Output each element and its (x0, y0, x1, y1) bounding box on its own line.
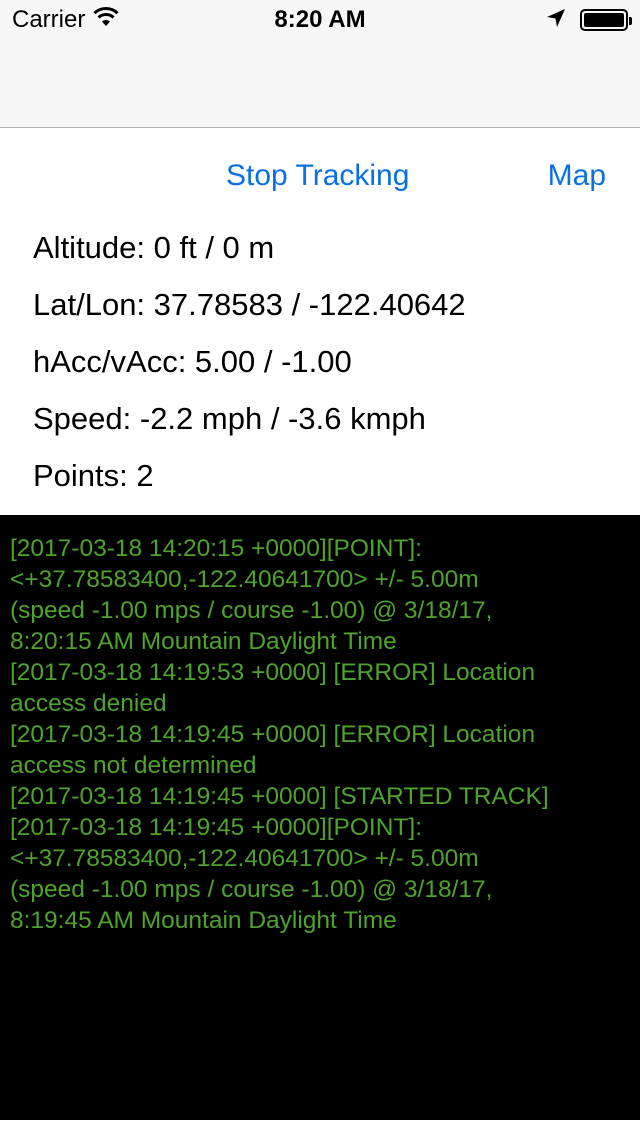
log-line: 8:19:45 AM Mountain Daylight Time (10, 907, 397, 934)
stop-tracking-button[interactable]: Stop Tracking (226, 159, 410, 192)
bottom-strip (0, 1120, 640, 1136)
carrier-label: Carrier (12, 6, 86, 33)
log-line: (speed -1.00 mps / course -1.00) @ 3/18/… (10, 597, 493, 624)
map-button[interactable]: Map (547, 159, 606, 192)
battery-icon (580, 9, 632, 31)
log-line: access not determined (10, 752, 257, 779)
log-line: [2017-03-18 14:19:53 +0000] [ERROR] Loca… (10, 659, 536, 686)
altitude-label: Altitude: 0 ft / 0 m (33, 230, 275, 265)
status-left: Carrier (12, 6, 119, 34)
wifi-icon (93, 6, 119, 34)
status-bar: Carrier 8:20 AM (0, 0, 640, 40)
log-line: <+37.78583400,-122.40641700> +/- 5.00m (10, 845, 479, 872)
log-line: <+37.78583400,-122.40641700> +/- 5.00m (10, 566, 479, 593)
log-view[interactable]: [2017-03-18 14:20:15 +0000][POINT]: <+37… (0, 515, 640, 1120)
log-line: [2017-03-18 14:19:45 +0000] [STARTED TRA… (10, 783, 549, 810)
log-line: [2017-03-18 14:19:45 +0000][POINT]: (10, 814, 423, 841)
action-row: Stop Tracking Map (0, 148, 640, 204)
status-time: 8:20 AM (274, 6, 366, 33)
log-line: 8:20:15 AM Mountain Daylight Time (10, 628, 397, 655)
log-line: (speed -1.00 mps / course -1.00) @ 3/18/… (10, 876, 493, 903)
navigation-bar (0, 40, 640, 128)
status-right (546, 6, 632, 34)
speed-label: Speed: -2.2 mph / -3.6 kmph (33, 401, 426, 436)
accuracy-label: hAcc/vAcc: 5.00 / -1.00 (33, 344, 352, 379)
log-line: access denied (10, 690, 167, 717)
log-line: [2017-03-18 14:19:45 +0000] [ERROR] Loca… (10, 721, 536, 748)
lat-lon-label: Lat/Lon: 37.78583 / -122.40642 (33, 287, 466, 322)
points-label: Points: 2 (33, 458, 154, 493)
log-line: [2017-03-18 14:20:15 +0000][POINT]: (10, 535, 423, 562)
location-arrow-icon (546, 8, 566, 33)
